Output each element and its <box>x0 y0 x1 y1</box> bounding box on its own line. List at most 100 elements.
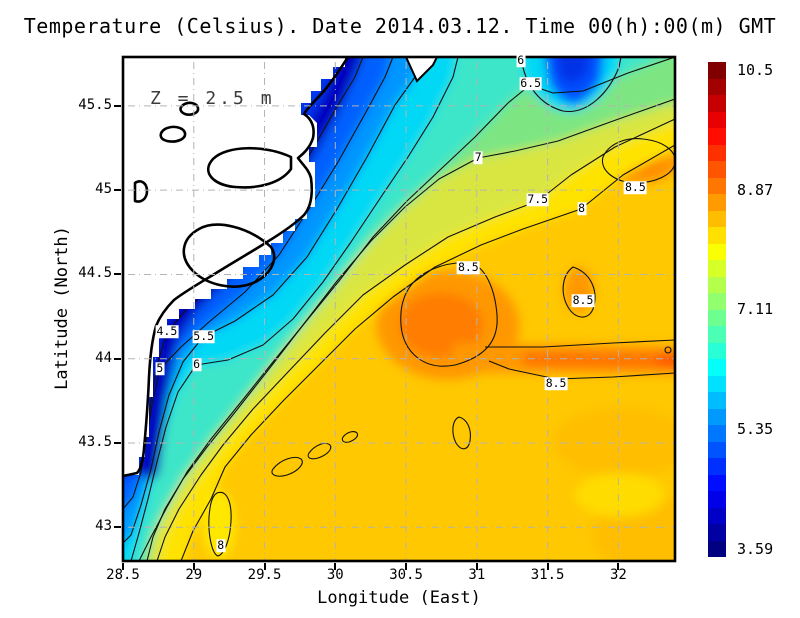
colorbar-segment <box>708 359 726 376</box>
contour-6p5 <box>138 57 675 561</box>
colorbar-segment <box>708 144 726 161</box>
coastline <box>123 57 350 478</box>
colorbar-segment <box>708 95 726 112</box>
colorbar-segment <box>708 392 726 409</box>
contour-5p5 <box>123 57 424 544</box>
tick-mark <box>114 273 121 276</box>
contour-8p5-eddy <box>400 262 498 367</box>
colorbar-tick-label: 5.35 <box>737 420 774 439</box>
warm-patch <box>553 408 675 476</box>
colorbar-tick-label: 10.5 <box>737 61 774 79</box>
cool-patch <box>575 473 665 517</box>
contour-8p5-ne-eddy <box>601 138 675 184</box>
graticule <box>123 57 675 561</box>
colorbar-segment <box>708 491 726 508</box>
x-tick-label: 28.5 <box>106 567 140 583</box>
tick-mark <box>114 357 121 360</box>
colorbar-segment <box>708 441 726 458</box>
contour-label: 4.5 <box>155 323 179 338</box>
contour-9-dot <box>664 346 672 354</box>
contour-label: 8 <box>216 538 226 553</box>
colorbar-segment <box>708 161 726 178</box>
contour-label: 8.5 <box>623 180 647 195</box>
tick-mark <box>122 563 124 570</box>
tick-mark <box>114 442 121 444</box>
colorbar-segment <box>708 128 726 145</box>
contour-lines <box>123 57 675 561</box>
contour-label: 5 <box>155 361 165 376</box>
contour-island <box>271 456 303 477</box>
colorbar-tick-label: 3.59 <box>737 539 774 558</box>
lagoon-outline <box>182 223 276 288</box>
lake-outline <box>133 180 149 203</box>
colorbar <box>708 62 726 557</box>
contour-island <box>341 431 359 443</box>
colorbar-segment <box>708 227 726 244</box>
colorbar-segment <box>708 524 726 541</box>
cool-tongue-core <box>556 57 590 85</box>
y-tick-label: 43 <box>95 518 112 535</box>
island <box>404 57 439 83</box>
plot-frame <box>121 55 677 563</box>
colorbar-segment <box>708 540 726 557</box>
contour-island <box>452 416 471 450</box>
contour-label: 6 <box>192 357 202 372</box>
colorbar-segment <box>708 177 726 194</box>
y-tick-label: 43.5 <box>78 434 112 450</box>
colorbar-tick-label: 8.87 <box>737 180 774 199</box>
contour-8 <box>180 144 675 561</box>
contour-label: 5.5 <box>192 329 216 344</box>
tick-mark <box>192 563 195 570</box>
colorbar-segment <box>708 326 726 343</box>
depth-annotation: Z = 2.5 m <box>150 88 275 109</box>
tick-mark <box>334 563 337 570</box>
contour-island <box>307 442 332 460</box>
colorbar-segment <box>708 375 726 392</box>
lagoon-outline <box>206 146 293 189</box>
y-tick-label: 44 <box>95 349 112 366</box>
y-tick-label: 44.5 <box>78 265 112 282</box>
tick-mark <box>617 563 620 570</box>
contour-label: 8.5 <box>544 376 568 391</box>
contour-label: 6.5 <box>519 76 543 91</box>
colorbar-segment <box>708 474 726 491</box>
colorbar-segment <box>708 194 726 211</box>
contour-8p5-blob <box>562 266 596 318</box>
tick-mark <box>546 563 549 570</box>
colorbar-segment <box>708 78 726 95</box>
tick-mark <box>263 563 266 570</box>
x-axis-label: Longitude (East) <box>317 588 481 608</box>
x-tick-label: 30.5 <box>389 567 423 583</box>
colorbar-segment <box>708 507 726 524</box>
colorbar-segment <box>708 458 726 475</box>
colorbar-segment <box>708 425 726 442</box>
tick-mark <box>114 526 121 529</box>
x-tick-label: 29.5 <box>247 567 282 583</box>
colorbar-segment <box>708 293 726 310</box>
contour-label: 7.5 <box>526 192 550 207</box>
x-tick-label: 30 <box>326 567 344 583</box>
colorbar-segment <box>708 111 726 128</box>
x-tick-label: 29 <box>185 567 203 583</box>
colorbar-segment <box>708 210 726 227</box>
figure-title: Temperature (Celsius). Date 2014.03.12. … <box>23 14 777 38</box>
temperature-map <box>121 55 677 563</box>
colorbar-segment <box>708 342 726 359</box>
tick-mark <box>405 563 408 570</box>
colorbar-segment <box>708 243 726 260</box>
contour-label: 8 <box>577 200 587 215</box>
y-tick-label: 45 <box>95 181 112 198</box>
coastline-group <box>123 57 350 478</box>
y-tick-label: 45.5 <box>78 96 112 113</box>
tick-mark <box>114 104 121 107</box>
contour-8-lens <box>208 491 232 557</box>
contour-label: 7 <box>473 150 483 165</box>
hot-spot <box>655 353 675 367</box>
lake-outline <box>159 125 187 143</box>
x-tick-label: 32 <box>609 567 627 583</box>
tick-mark <box>114 189 121 192</box>
land-mask <box>123 57 345 475</box>
colorbar-segment <box>708 276 726 293</box>
colorbar-segment <box>708 408 726 425</box>
